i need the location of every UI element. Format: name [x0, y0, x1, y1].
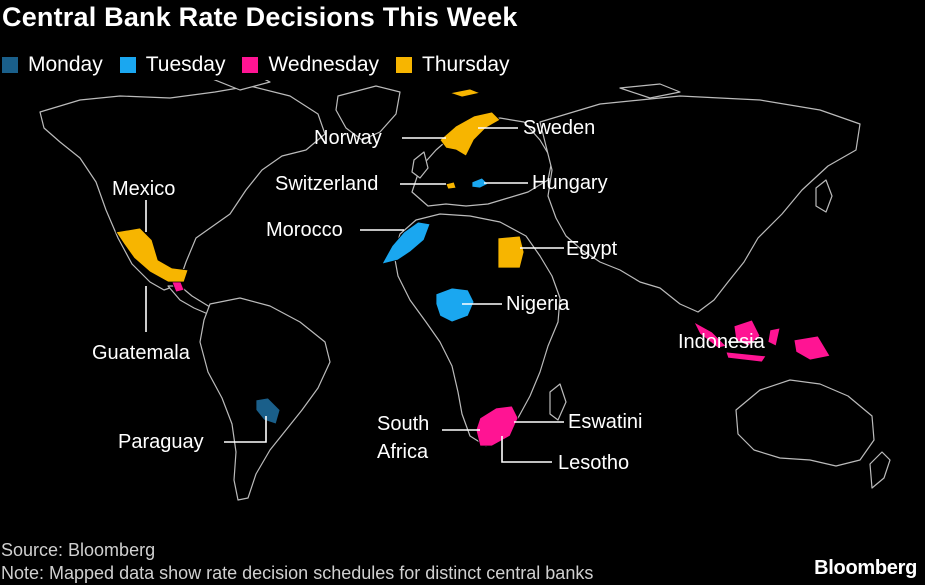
- label-sweden: Sweden: [523, 117, 595, 139]
- base-land: [39, 80, 891, 501]
- highlighted-countries: [115, 88, 831, 447]
- legend-item-monday: Monday: [2, 53, 103, 77]
- country-south-africa: [475, 405, 519, 447]
- country-indonesia-borneo: [733, 319, 761, 347]
- land-australia: [735, 379, 875, 467]
- label-mexico: Mexico: [112, 178, 175, 200]
- label-indonesia: Indonesia: [678, 331, 766, 353]
- label-morocco: Morocco: [266, 219, 343, 241]
- legend-item-wednesday: Wednesday: [242, 53, 379, 77]
- land-madagascar: [549, 383, 567, 421]
- legend-swatch-thursday: [396, 57, 413, 73]
- country-indonesia-sumatra: [693, 321, 727, 349]
- label-eswatini: Eswatini: [568, 411, 642, 433]
- land-new-zealand: [869, 451, 891, 489]
- legend-label-monday: Monday: [28, 53, 103, 76]
- country-nigeria: [435, 287, 475, 323]
- label-norway: Norway: [314, 127, 382, 149]
- country-indonesia-sulawesi: [767, 327, 781, 347]
- label-lesotho: Lesotho: [558, 452, 629, 474]
- leader-paraguay: [224, 416, 267, 443]
- country-labels: Norway Sweden Switzerland Hungary Mexico…: [92, 117, 766, 474]
- country-paraguay: [255, 397, 281, 425]
- land-arctic-islands: [619, 83, 681, 99]
- label-south-africa-line1: South: [377, 413, 429, 435]
- legend-item-tuesday: Tuesday: [119, 53, 226, 77]
- legend-swatch-tuesday: [119, 57, 136, 73]
- land-arctic-islands-2: [213, 80, 271, 91]
- legend-item-thursday: Thursday: [396, 53, 510, 77]
- country-mexico: [115, 227, 189, 283]
- bloomberg-logo: Bloomberg: [814, 557, 917, 579]
- label-nigeria: Nigeria: [506, 293, 570, 315]
- map-title: Central Bank Rate Decisions This Week: [2, 2, 518, 32]
- land-uk: [411, 151, 429, 179]
- note-text: Note: Mapped data show rate decision sch…: [1, 563, 594, 583]
- land-asia: [539, 95, 861, 313]
- leader-lines: [145, 127, 760, 463]
- label-egypt: Egypt: [566, 238, 618, 260]
- country-indonesia-papua: [793, 335, 831, 361]
- legend-label-thursday: Thursday: [422, 53, 510, 76]
- country-indonesia-java: [725, 351, 767, 363]
- label-paraguay: Paraguay: [118, 431, 204, 453]
- label-switzerland: Switzerland: [275, 173, 378, 195]
- legend-swatch-monday: [2, 57, 18, 73]
- land-japan: [815, 179, 833, 213]
- legend-label-wednesday: Wednesday: [268, 53, 380, 76]
- legend: Monday Tuesday Wednesday Thursday: [2, 53, 510, 77]
- source-text: Source: Bloomberg: [1, 540, 156, 560]
- land-greenland: [335, 85, 401, 141]
- label-south-africa-line2: Africa: [377, 441, 429, 463]
- land-africa: [393, 213, 561, 447]
- leader-lesotho: [501, 436, 552, 463]
- country-egypt: [497, 235, 525, 269]
- legend-swatch-wednesday: [242, 57, 259, 73]
- country-morocco: [381, 221, 431, 265]
- legend-label-tuesday: Tuesday: [145, 53, 226, 76]
- land-north-america: [39, 85, 326, 291]
- label-guatemala: Guatemala: [92, 342, 191, 364]
- country-switzerland: [445, 181, 457, 190]
- label-hungary: Hungary: [532, 172, 608, 194]
- country-hungary: [471, 177, 489, 189]
- country-norway-svalbard: [448, 88, 482, 98]
- world-map: Norway Sweden Switzerland Hungary Mexico…: [39, 80, 891, 501]
